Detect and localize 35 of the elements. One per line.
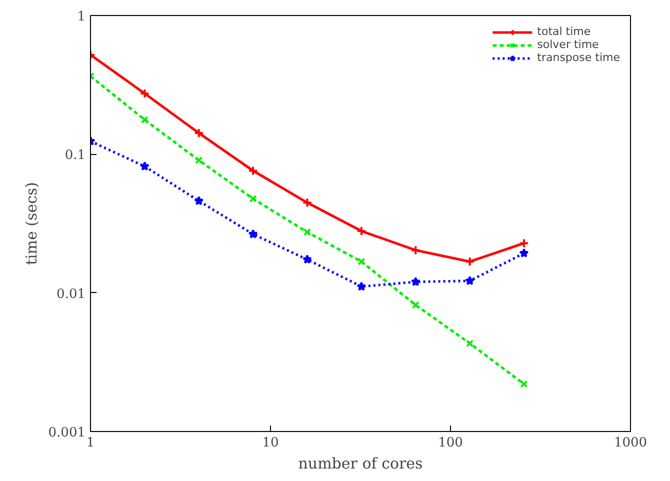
legend-label: solver time [537, 38, 599, 51]
point [358, 258, 366, 266]
point [464, 256, 475, 267]
y-tick-label: 0.01 [56, 286, 86, 302]
point [356, 282, 366, 291]
y-tick-label: 0.1 [64, 148, 86, 164]
y-tick-label: 1 [77, 10, 86, 24]
point [140, 88, 150, 98]
x-tick-label: 100 [438, 436, 463, 450]
point [302, 254, 312, 264]
point [140, 161, 150, 171]
point [249, 194, 257, 203]
legend-label: transpose time [537, 51, 620, 64]
x-tick-label: 1000 [614, 436, 648, 450]
point [194, 196, 204, 206]
y-axis-title: time (secs) [22, 182, 40, 266]
point [410, 245, 421, 256]
point [140, 116, 149, 124]
point [248, 166, 258, 176]
point [466, 340, 474, 348]
x-tick-label: 10 [262, 436, 279, 450]
x-axis-title: number of cores [298, 454, 423, 472]
legend-label: total time [537, 25, 591, 38]
y-tick-label: 0.001 [48, 426, 86, 440]
point [464, 276, 475, 286]
point [412, 301, 420, 309]
point [356, 226, 366, 236]
point [195, 156, 203, 164]
point [520, 380, 528, 388]
point [194, 128, 204, 138]
point [410, 276, 420, 286]
point [302, 198, 312, 208]
point [519, 248, 529, 258]
point [248, 229, 258, 238]
point [303, 228, 312, 236]
